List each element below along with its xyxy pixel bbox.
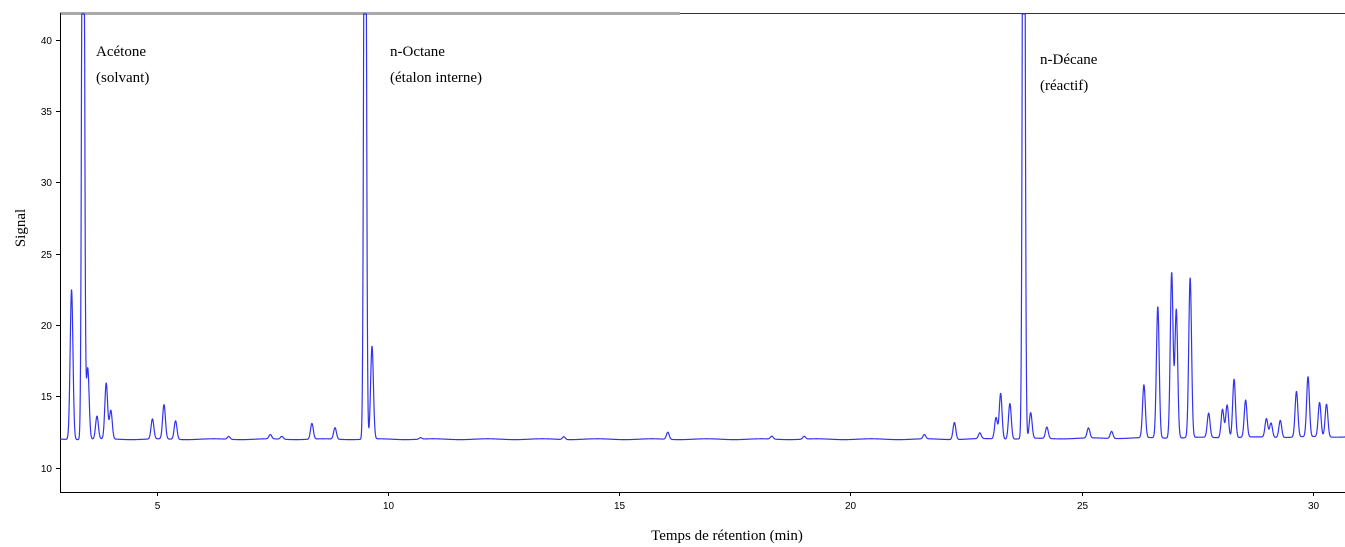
x-axis-title: Temps de rétention (min) <box>651 528 803 544</box>
y-tick-label: 10 <box>41 464 53 475</box>
annotation-octane-line-1: n-Octane <box>390 44 445 60</box>
annotation-octane-line-2: (étalon interne) <box>390 70 482 86</box>
x-tick-label: 10 <box>383 501 395 512</box>
annotation-acetone-line-2: (solvant) <box>96 70 149 86</box>
chromatogram-series-line <box>59 13 1345 441</box>
y-tick-label: 15 <box>41 392 53 403</box>
y-tick-label: 40 <box>41 36 53 47</box>
y-tick-label: 30 <box>41 178 53 189</box>
y-tick-label: 20 <box>41 321 53 332</box>
x-tick-label: 25 <box>1077 501 1089 512</box>
annotation-acetone-line-1: Acétone <box>96 44 146 60</box>
annotation-acetone: Acétone (solvant) <box>96 44 150 86</box>
annotation-octane: n-Octane (étalon interne) <box>390 44 482 86</box>
y-axis-title: Signal <box>13 209 29 247</box>
x-tick-label: 15 <box>614 501 626 512</box>
annotation-decane-line-2: (réactif) <box>1040 78 1088 94</box>
plot-area: 10 15 20 25 30 35 40 5 10 15 20 25 30 Acétone (solv… <box>13 12 1345 544</box>
y-axis-ticks: 10 15 20 25 30 35 40 <box>41 36 60 475</box>
y-tick-label: 35 <box>41 107 53 118</box>
x-axis-ticks: 5 10 15 20 25 30 <box>155 492 1320 512</box>
x-tick-label: 30 <box>1308 501 1320 512</box>
peak-annotations: Acétone (solvant) n-Octane (étalon inter… <box>96 44 1101 94</box>
y-tick-label: 25 <box>41 250 53 261</box>
x-tick-label: 20 <box>845 501 857 512</box>
annotation-decane: n-Décane (réactif) <box>1040 52 1101 94</box>
x-tick-label: 5 <box>155 501 161 512</box>
annotation-decane-line-1: n-Décane <box>1040 52 1098 68</box>
